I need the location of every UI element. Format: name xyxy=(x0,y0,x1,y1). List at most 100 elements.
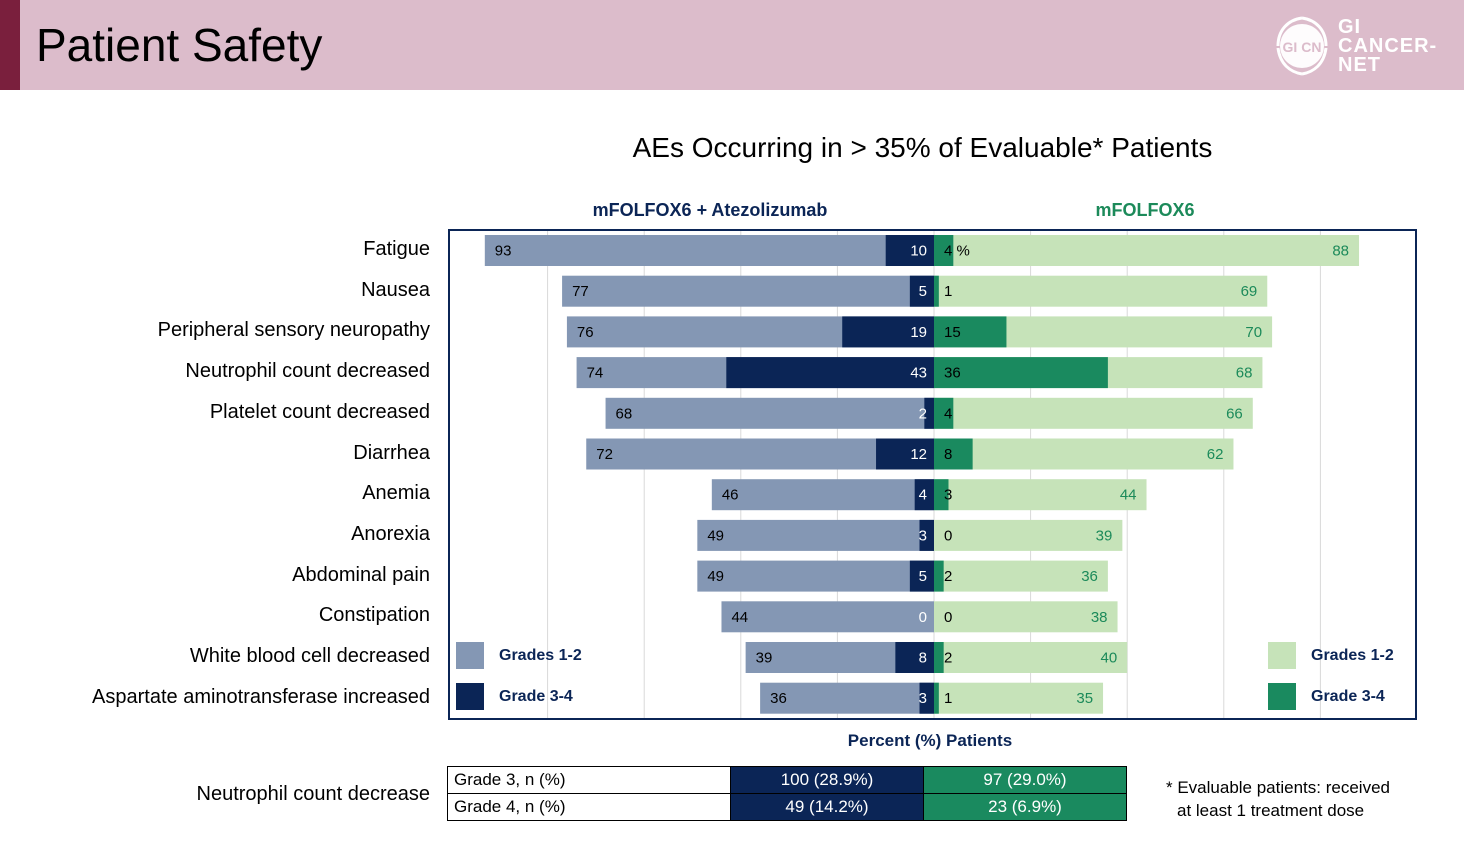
data-label-right-grade12: 36 xyxy=(1081,568,1098,585)
bar-right-grade34 xyxy=(934,235,954,266)
data-label-right-grade12: 38 xyxy=(1091,609,1108,626)
data-label-right-grade34: 8 xyxy=(944,446,952,463)
bar-left-grade12 xyxy=(697,519,934,551)
data-label-left-grade12: 77 xyxy=(572,283,589,300)
bar-right-grade34 xyxy=(934,642,944,673)
data-label-left-grade12: 49 xyxy=(707,527,724,544)
legend-left-grade34-label: Grade 3-4 xyxy=(499,688,573,705)
bar-right-grade34 xyxy=(934,275,939,307)
data-label-left-grade34: 8 xyxy=(919,650,927,667)
table-cell-grade: Grade 3, n (%) xyxy=(447,766,731,794)
bar-left-grade12 xyxy=(605,397,934,429)
table-row: Grade 3, n (%) 100 (28.9%) 97 (29.0%) xyxy=(447,766,1127,794)
data-label-left-grade34: 19 xyxy=(910,324,927,341)
bar-right-grade34 xyxy=(934,397,954,429)
bar-right-grade12 xyxy=(934,397,1253,429)
chart-title: AEs Occurring in > 35% of Evaluable* Pat… xyxy=(632,132,1213,163)
data-label-right-grade34: 0 xyxy=(944,527,952,544)
data-label-right-grade12: 40 xyxy=(1101,650,1118,667)
bar-right-grade12 xyxy=(934,275,1268,307)
data-label-right-grade34: 2 xyxy=(944,650,952,667)
legend-swatch-left-grade34 xyxy=(456,683,484,710)
bar-right-grade12 xyxy=(934,560,1108,592)
header-bar xyxy=(0,0,1464,90)
chart-frame xyxy=(448,229,1417,720)
legend-right-grade34-label: Grade 3-4 xyxy=(1311,688,1385,705)
bar-right-grade12 xyxy=(934,438,1234,470)
data-label-left-grade12: 74 xyxy=(587,365,604,382)
table-cell-right-arm: 23 (6.9%) xyxy=(923,793,1127,821)
bar-right-grade12 xyxy=(934,479,1147,511)
footnote: * Evaluable patients: received at least … xyxy=(1166,778,1390,820)
bar-left-grade12 xyxy=(562,275,934,307)
category-label: Aspartate aminotransferase increased xyxy=(92,685,430,708)
bar-right-grade34 xyxy=(934,357,1108,389)
data-label-right-grade12: 68 xyxy=(1236,365,1253,382)
category-label: Constipation xyxy=(318,604,430,627)
category-label: Abdominal pain xyxy=(292,563,430,586)
category-label: White blood cell decreased xyxy=(189,645,430,667)
legend-swatch-right-grade12 xyxy=(1268,642,1296,669)
table-row: Grade 4, n (%) 49 (14.2%) 23 (6.9%) xyxy=(447,793,1127,821)
data-label-right-grade12: 35 xyxy=(1076,690,1093,707)
data-label-left-grade12: 49 xyxy=(707,568,724,585)
laurel-badge-icon: GI CN xyxy=(1276,16,1328,76)
data-label-left-grade34: 2 xyxy=(919,405,927,422)
data-label-left-grade12: 39 xyxy=(756,650,773,667)
data-label-right-grade12: 62 xyxy=(1207,446,1224,463)
data-label-left-grade12: 68 xyxy=(616,405,633,422)
data-label-right-grade34: 36 xyxy=(944,365,961,382)
table-cell-left-arm: 49 (14.2%) xyxy=(730,793,924,821)
bar-right-grade12 xyxy=(934,235,1360,266)
bar-left-grade34 xyxy=(914,479,934,511)
bar-left-grade34 xyxy=(909,275,934,307)
data-label-left-grade34: 3 xyxy=(919,527,927,544)
data-label-left-grade12: 46 xyxy=(722,487,739,504)
data-label-right-grade34: 0 xyxy=(944,609,952,626)
data-label-right-grade12: 88 xyxy=(1332,243,1349,260)
data-label-left-grade12: 76 xyxy=(577,324,594,341)
bar-left-grade34 xyxy=(919,519,934,551)
bar-right-grade12 xyxy=(934,519,1123,551)
data-label-left-grade34: 3 xyxy=(919,690,927,707)
bar-left-grade12 xyxy=(697,560,934,592)
data-label-right-grade12: 66 xyxy=(1226,405,1243,422)
data-label-right-grade12: 44 xyxy=(1120,487,1137,504)
data-label-right-grade12: 69 xyxy=(1241,283,1258,300)
arm-title-left: mFOLFOX6 + Atezolizumab xyxy=(592,200,828,220)
data-label-right-grade34: 15 xyxy=(944,324,961,341)
data-label-right-grade34: 4 % xyxy=(944,243,970,260)
logo-wordmark: GI CANCER- NET xyxy=(1338,16,1438,76)
data-label-right-grade34: 4 xyxy=(944,405,952,422)
data-label-left-grade12: 44 xyxy=(731,609,748,626)
data-label-right-grade12: 70 xyxy=(1245,324,1262,341)
bar-left-grade34 xyxy=(909,560,934,592)
data-label-right-grade34: 1 xyxy=(944,283,952,300)
bar-left-grade34 xyxy=(876,438,934,470)
bar-left-grade12 xyxy=(484,235,934,266)
bar-left-grade34 xyxy=(726,357,934,389)
data-label-left-grade34: 5 xyxy=(919,568,927,585)
table-cell-right-arm: 97 (29.0%) xyxy=(923,766,1127,794)
bar-right-grade12 xyxy=(934,682,1104,714)
bar-left-grade34 xyxy=(919,682,934,714)
legend-swatch-right-grade34 xyxy=(1268,683,1296,710)
bar-left-grade12 xyxy=(760,682,934,714)
page-title: Patient Safety xyxy=(36,19,323,71)
data-label-left-grade34: 4 xyxy=(919,487,927,504)
category-label: Nausea xyxy=(361,278,430,301)
bar-left-grade34 xyxy=(885,235,934,266)
data-label-left-grade34: 10 xyxy=(910,243,927,260)
data-label-left-grade34: 0 xyxy=(919,609,927,626)
data-label-left-grade34: 12 xyxy=(910,446,927,463)
data-label-left-grade12: 93 xyxy=(495,243,512,260)
bar-left-grade34 xyxy=(842,316,934,348)
category-label: Anorexia xyxy=(351,522,430,545)
legend-left-grade12-label: Grades 1-2 xyxy=(499,647,582,664)
bar-right-grade34 xyxy=(934,479,949,511)
bar-right-grade12 xyxy=(934,642,1128,673)
x-axis-label: Percent (%) Patients xyxy=(847,731,1013,750)
category-label: Neutrophil count decreased xyxy=(185,360,430,383)
bar-left-grade12 xyxy=(721,601,934,633)
